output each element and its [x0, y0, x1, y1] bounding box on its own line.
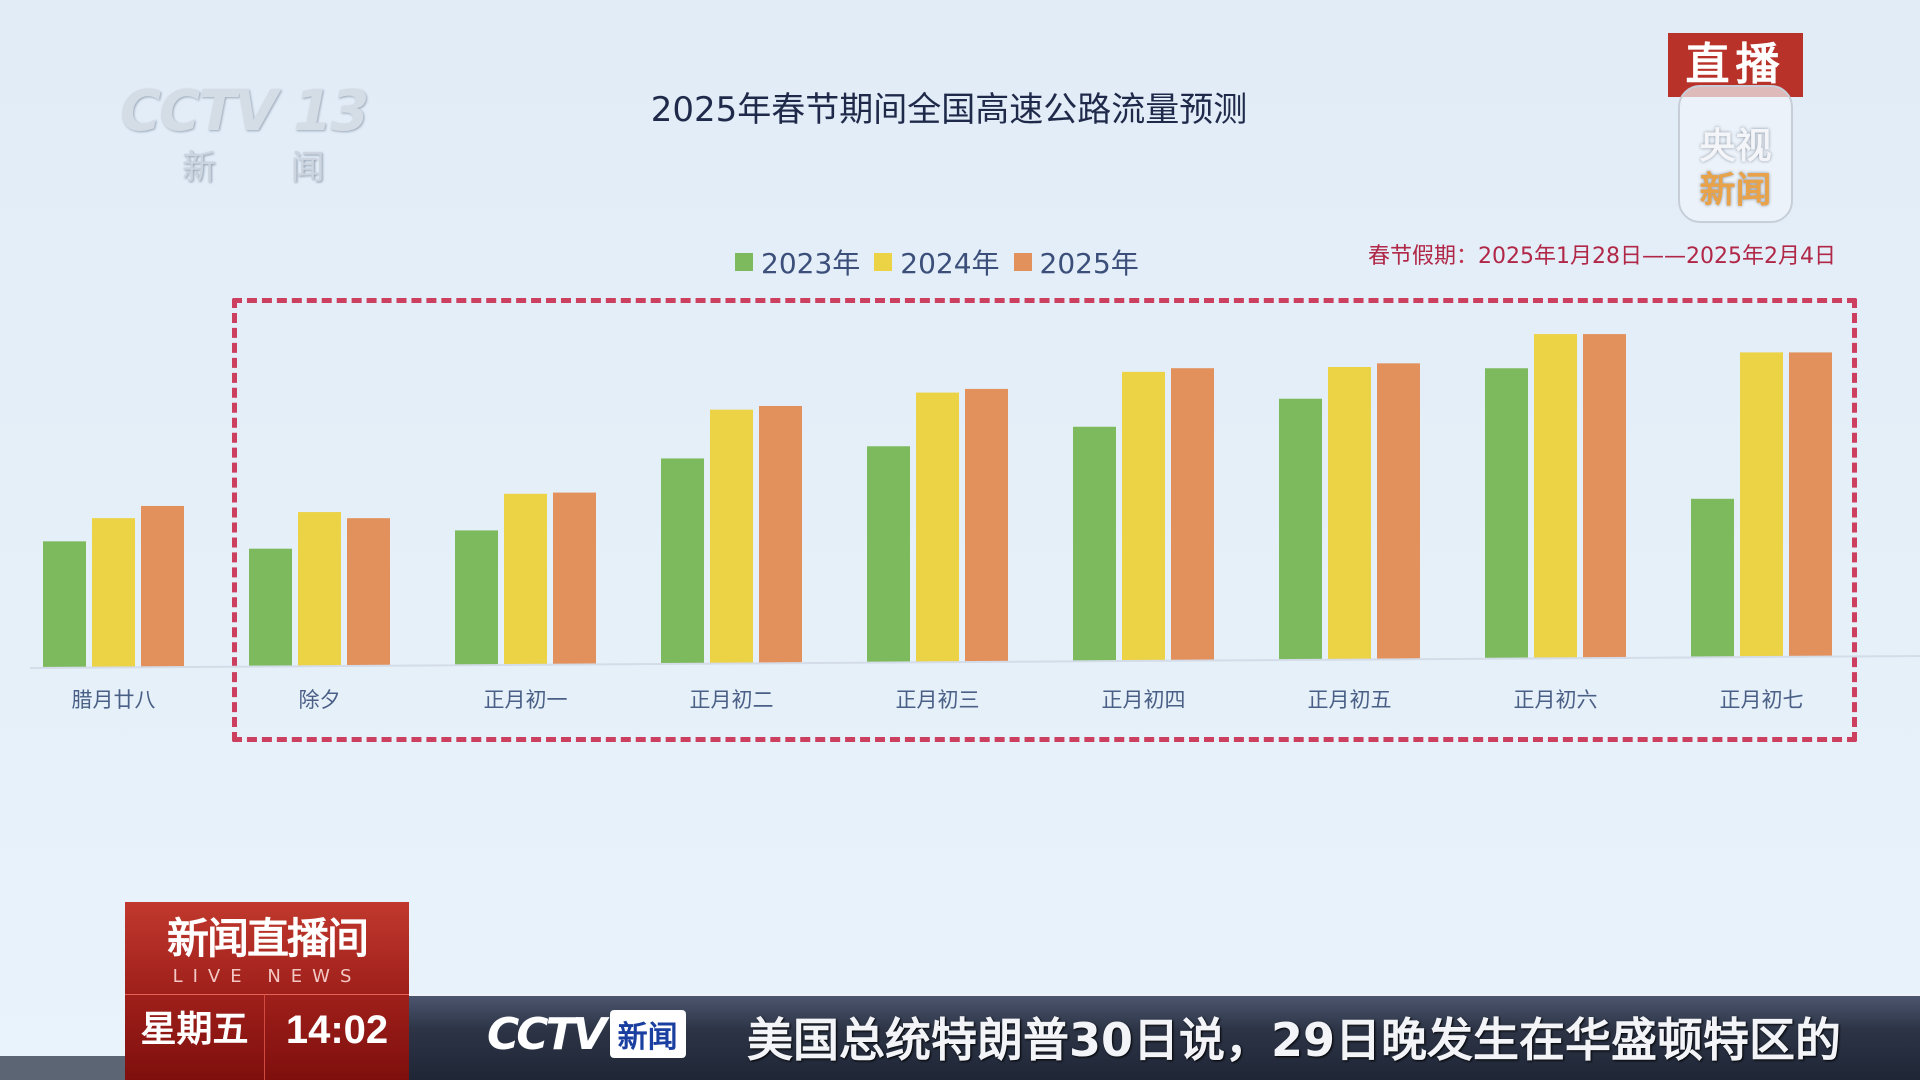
legend-item: 2023年 — [735, 242, 860, 282]
brand-tag: 新闻 — [609, 1010, 686, 1058]
bar-2025年-正月初七 — [1789, 352, 1832, 658]
category-label: 正月初七 — [1719, 688, 1804, 712]
bar-2024年-正月初三 — [916, 392, 959, 663]
bar-2023年-除夕 — [249, 548, 292, 666]
clock-time: 14:02 — [265, 994, 409, 1080]
category-label: 正月初六 — [1513, 688, 1598, 712]
cctv-news-badge: 央视 新闻 — [1678, 85, 1793, 223]
bar-2024年-腊月廿八 — [92, 518, 135, 667]
bar-2025年-正月初五 — [1377, 363, 1420, 660]
category-label: 正月初五 — [1307, 688, 1392, 712]
live-badge: 直播 央视 新闻 — [1668, 33, 1803, 223]
logo-subtitle: 新 闻 — [182, 148, 357, 188]
x-axis-line — [29, 655, 1920, 669]
bar-2023年-正月初四 — [1073, 426, 1116, 661]
legend-swatch — [1013, 253, 1032, 271]
holiday-label: 春节假期 — [1368, 244, 1457, 269]
bar-2025年-正月初三 — [965, 388, 1008, 663]
bar-2024年-正月初四 — [1122, 371, 1165, 661]
bar-2023年-腊月廿八 — [43, 541, 86, 667]
bar-2025年-腊月廿八 — [141, 505, 184, 667]
legend-item: 2024年 — [874, 242, 1000, 282]
holiday-note: 春节假期：2025年1月28日——2025年2月4日 — [1368, 244, 1836, 269]
cctv13-logo: CCTV 13 新 闻 — [120, 82, 380, 197]
program-name: 新闻直播间 — [166, 914, 369, 963]
category-label: 正月初三 — [895, 688, 980, 712]
bar-2024年-正月初五 — [1328, 367, 1371, 660]
weekday: 星期五 — [125, 994, 265, 1080]
chart-legend: 2023年 2024年 2025年 — [735, 242, 1139, 282]
highlight-dashed-box — [232, 298, 1857, 742]
bar-2023年-正月初七 — [1691, 498, 1734, 658]
chart-title: 2025年春节期间全国高速公路流量预测 — [650, 90, 1248, 130]
category-label: 腊月廿八 — [71, 688, 156, 712]
bar-2024年-正月初六 — [1534, 334, 1577, 659]
program-name-en: LIVE NEWS — [172, 966, 362, 987]
bar-2024年-除夕 — [298, 512, 341, 666]
category-label: 正月初二 — [689, 688, 774, 712]
program-badge: 新闻直播间 LIVE NEWS 星期五 14:02 — [125, 902, 409, 1080]
category-label: 除夕 — [298, 688, 341, 712]
brand-text: CCTV — [487, 1008, 607, 1060]
legend-swatch — [874, 253, 893, 271]
bar-2025年-正月初二 — [759, 405, 802, 664]
bar-2023年-正月初二 — [661, 458, 704, 664]
bar-2025年-除夕 — [347, 518, 390, 666]
category-label: 正月初一 — [483, 688, 568, 712]
bar-2025年-正月初一 — [553, 492, 596, 665]
legend-label: 2023年 — [761, 247, 861, 280]
bar-2023年-正月初一 — [455, 530, 498, 665]
bar-2024年-正月初七 — [1740, 352, 1783, 658]
legend-item: 2025年 — [1013, 242, 1139, 282]
badge-line2: 新闻 — [1699, 170, 1772, 211]
bar-2023年-正月初五 — [1279, 398, 1322, 660]
bar-2024年-正月初二 — [710, 409, 753, 664]
bottom-strip — [0, 1056, 125, 1080]
category-label: 正月初四 — [1101, 688, 1186, 712]
logo-text: CCTV 13 — [120, 79, 369, 144]
bar-2025年-正月初六 — [1583, 334, 1626, 659]
cctv-news-logo: CCTV 新闻 — [487, 1006, 686, 1062]
bar-2025年-正月初四 — [1171, 368, 1214, 661]
holiday-range: 2025年1月28日——2025年2月4日 — [1478, 244, 1836, 269]
badge-line1: 央视 — [1699, 126, 1772, 167]
legend-label: 2024年 — [900, 247, 1000, 280]
news-ticker: CCTV 新闻 美国总统特朗普30日说，29日晚发生在华盛顿特区的 — [409, 994, 1920, 1080]
legend-swatch — [735, 253, 753, 271]
ticker-text: 美国总统特朗普30日说，29日晚发生在华盛顿特区的 — [747, 1013, 1842, 1067]
bar-2023年-正月初三 — [867, 446, 910, 663]
legend-label: 2025年 — [1039, 247, 1139, 280]
bar-2024年-正月初一 — [504, 493, 547, 665]
bar-2023年-正月初六 — [1485, 368, 1528, 659]
